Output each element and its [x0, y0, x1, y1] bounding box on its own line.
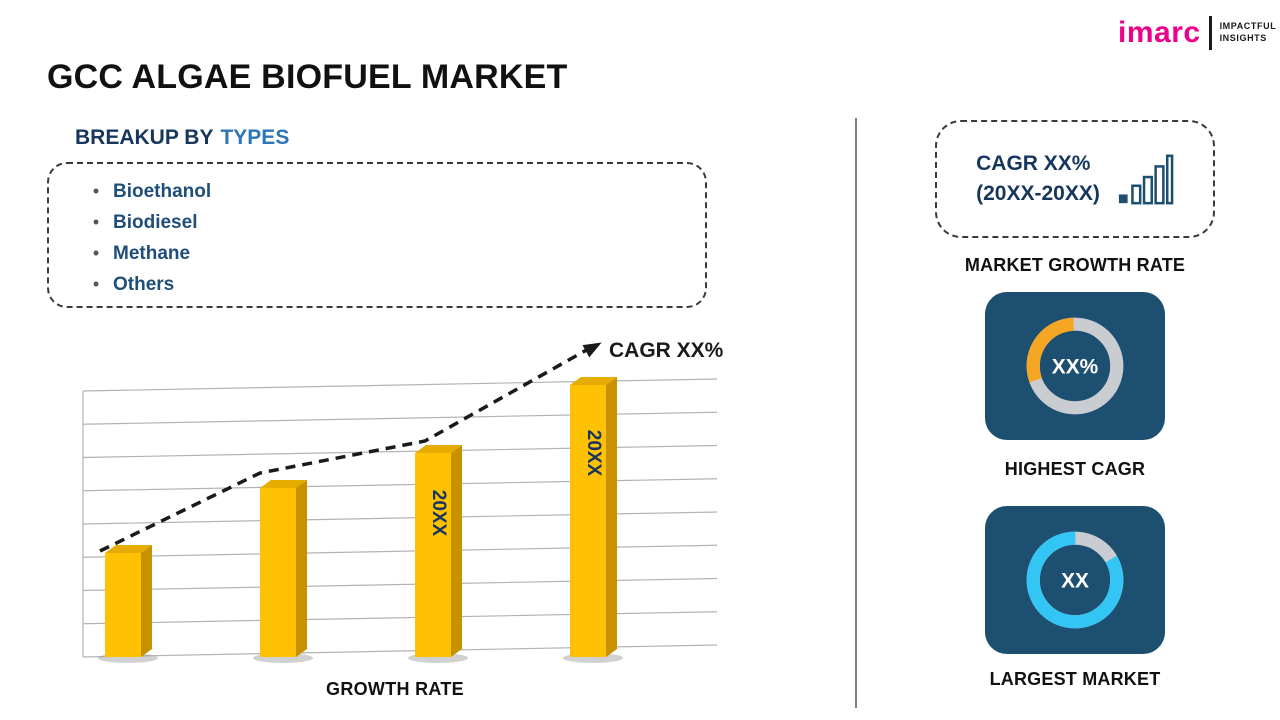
highest-cagr-caption: HIGHEST CAGR: [1004, 459, 1146, 479]
bar-label: 20XX: [428, 490, 449, 537]
highest-cagr-card: XX%: [985, 292, 1165, 440]
list-item: • Methane: [79, 238, 705, 269]
largest-market-value: XX: [1061, 570, 1089, 593]
breakup-item-label: Others: [113, 273, 175, 295]
divider-line: [855, 118, 857, 708]
x-axis-label: GROWTH RATE: [326, 679, 464, 699]
breakup-types-box: • Bioethanol • Biodiesel • Methane • Oth…: [47, 162, 707, 308]
market-growth-rate-card: CAGR XX% (20XX-20XX): [935, 120, 1215, 238]
cagr-card-line1: CAGR XX%: [976, 151, 1091, 175]
logo-tagline-line2: INSIGHTS: [1219, 33, 1267, 43]
growth-bar-chart: 20XX 20XX CAGR XX%: [55, 333, 735, 679]
logo-tagline-line1: IMPACTFUL: [1219, 21, 1277, 32]
logo-brand-text: imarc: [1118, 16, 1201, 49]
cagr-card-line2: (20XX-20XX): [976, 182, 1100, 205]
breakup-heading: BREAKUP BY TYPES: [75, 126, 289, 150]
bar-chart-icon: [1118, 154, 1174, 205]
breakup-heading-highlight: TYPES: [220, 126, 290, 149]
list-item: • Bioethanol: [79, 176, 705, 207]
arrowhead-icon: [582, 342, 602, 358]
donut-chart-cyan: XX: [1026, 531, 1124, 629]
imarc-logo: imarc IMPACTFUL INSIGHTS: [1118, 16, 1276, 50]
trend-arrow: [99, 342, 602, 553]
largest-market-caption: LARGEST MARKET: [989, 669, 1161, 689]
bullet-icon: •: [92, 181, 100, 201]
bar-20xx-a: 20XX: [408, 445, 468, 663]
breakup-item-label: Methane: [113, 242, 191, 264]
growth-bar-chart-svg: 20XX 20XX CAGR XX%: [82, 339, 724, 663]
cagr-annotation: CAGR XX%: [609, 339, 724, 362]
market-growth-rate-caption: MARKET GROWTH RATE: [964, 255, 1186, 275]
logo-tagline: IMPACTFUL INSIGHTS: [1220, 21, 1277, 44]
cagr-card-text: CAGR XX% (20XX-20XX): [976, 149, 1100, 210]
bar-label: 20XX: [583, 430, 604, 477]
page-title: GCC ALGAE BIOFUEL MARKET: [47, 58, 568, 96]
list-item: • Biodiesel: [79, 207, 705, 238]
bullet-icon: •: [92, 243, 100, 263]
list-item: • Others: [79, 269, 705, 300]
largest-market-card: XX: [985, 506, 1165, 654]
bullet-icon: •: [92, 274, 100, 294]
bar-period-1: [98, 545, 158, 663]
bullet-icon: •: [92, 212, 100, 232]
gridlines: [82, 378, 718, 658]
breakup-item-label: Bioethanol: [113, 180, 212, 202]
breakup-heading-prefix: BREAKUP BY: [75, 126, 214, 149]
highest-cagr-value: XX%: [1052, 356, 1099, 379]
bar-20xx-b: 20XX: [563, 377, 623, 663]
donut-chart-yellow: XX%: [1026, 317, 1124, 415]
bar-period-2: [253, 480, 313, 663]
logo-divider: [1208, 16, 1212, 50]
breakup-item-label: Biodiesel: [113, 211, 198, 233]
